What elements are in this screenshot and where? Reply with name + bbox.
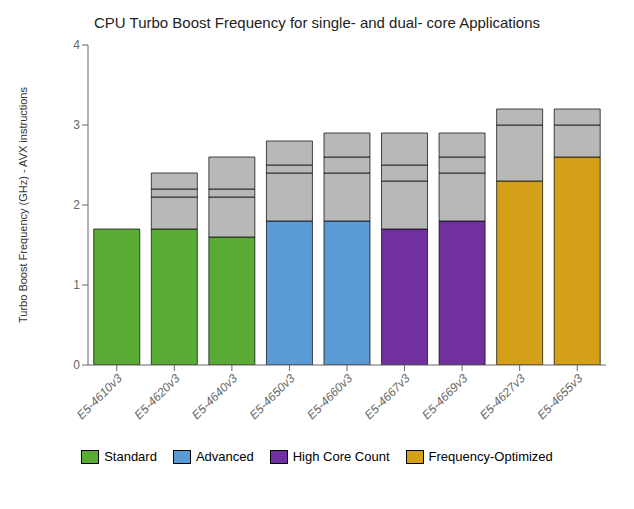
- svg-text:E5-4650v3: E5-4650v3: [247, 371, 298, 422]
- html-text:High Core Count: High Core Count: [292, 449, 390, 464]
- svg-text:E5-4610v3: E5-4610v3: [74, 371, 125, 422]
- svg-text:E5-4667v3: E5-4667v3: [362, 371, 413, 422]
- svg-text:E5-4669v3: E5-4669v3: [419, 371, 470, 422]
- svg-text:E5-4660v3: E5-4660v3: [304, 371, 355, 422]
- svg-text:4: 4: [73, 38, 80, 52]
- svg-text:2: 2: [73, 198, 80, 212]
- svg-text:Turbo Boost Frequency (GHz) -: Turbo Boost Frequency (GHz) - AVX instru…: [17, 87, 29, 323]
- html-text:Standard: Standard: [104, 449, 157, 464]
- html-text:Advanced: Advanced: [195, 449, 254, 464]
- html-text:Frequency-Optimized: Frequency-Optimized: [428, 449, 553, 464]
- svg-text:0: 0: [73, 358, 80, 372]
- svg-text:E5-4640v3: E5-4640v3: [189, 371, 240, 422]
- html-text:CPU Turbo Boost Frequency for: CPU Turbo Boost Frequency for single- an…: [94, 14, 540, 31]
- svg-text:E5-4627v3: E5-4627v3: [477, 371, 528, 422]
- svg-text:E5-4620v3: E5-4620v3: [132, 371, 183, 422]
- svg-text:3: 3: [73, 118, 80, 132]
- svg-text:1: 1: [73, 278, 80, 292]
- svg-text:E5-4655v3: E5-4655v3: [534, 371, 585, 422]
